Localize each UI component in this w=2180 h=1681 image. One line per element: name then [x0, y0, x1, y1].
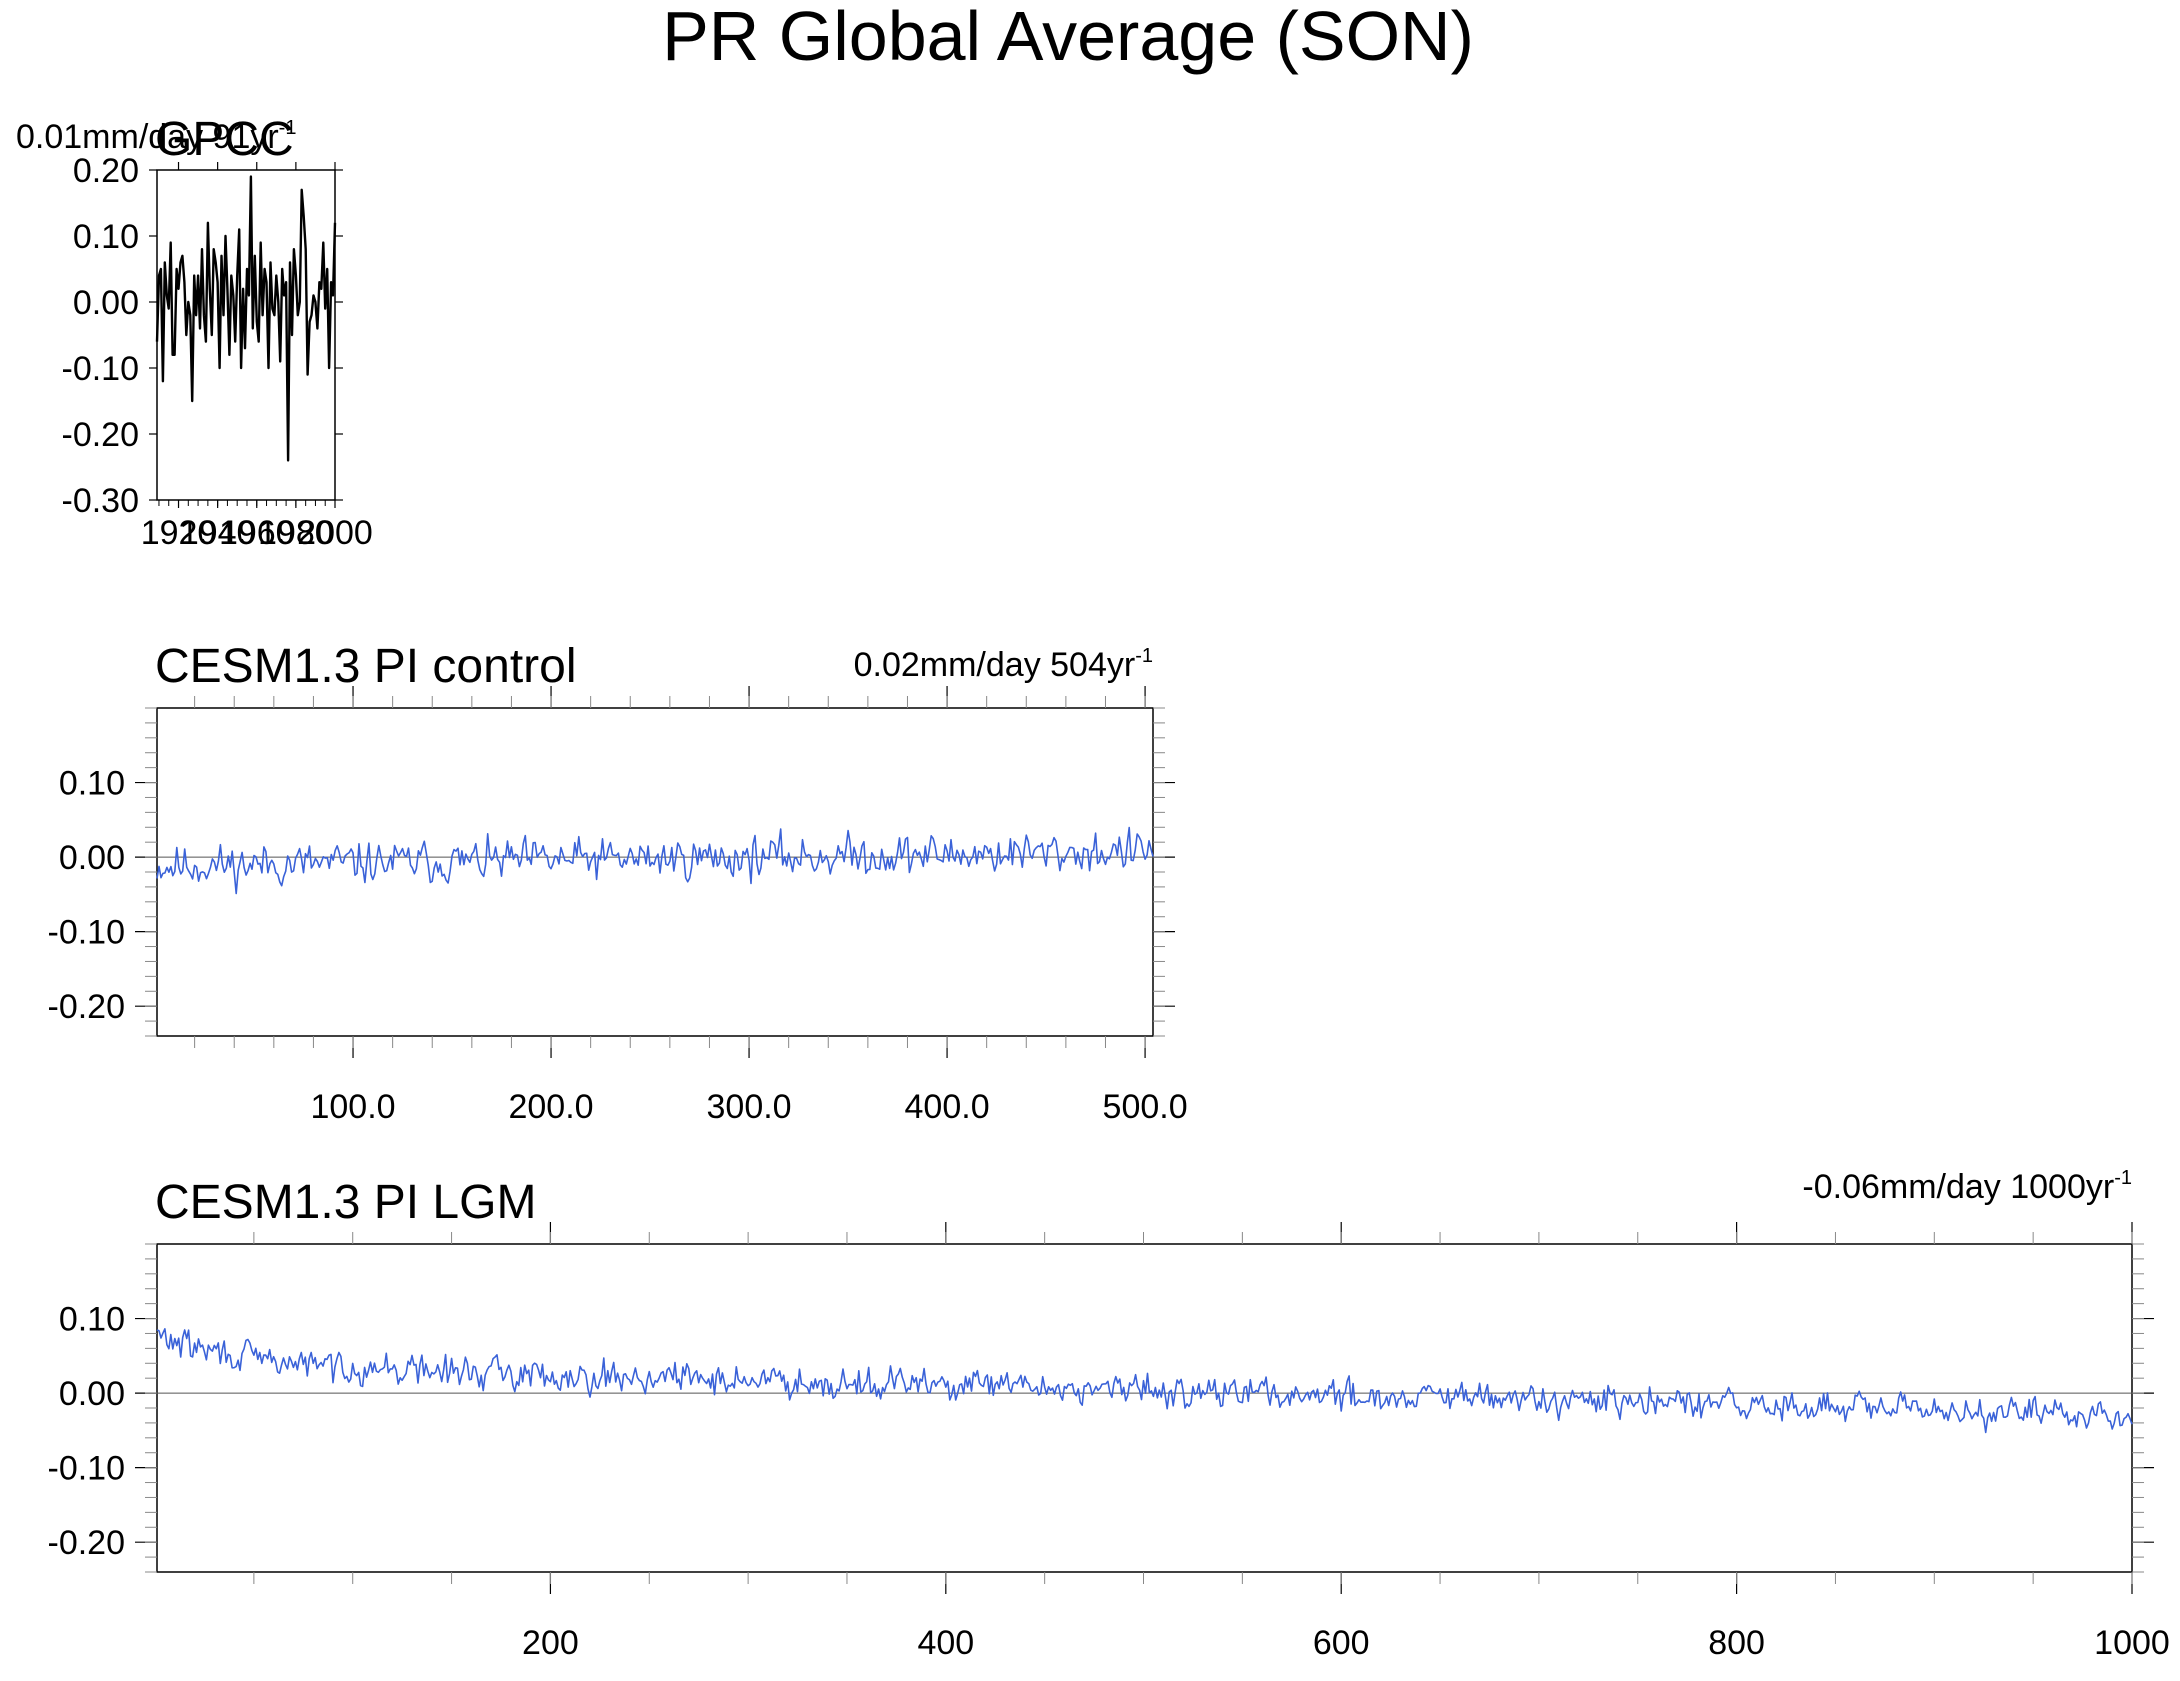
plot-frame [156, 707, 1154, 1037]
y-tick-label: -0.20 [48, 1524, 126, 1562]
series-line-1 [156, 826, 1154, 895]
page-title: PR Global Average (SON) [662, 0, 1474, 75]
x-tick-label: 400 [917, 1624, 974, 1662]
x-tick-label: 1960 [219, 514, 295, 552]
series-line-1 [156, 1328, 2133, 1434]
y-tick-label: -0.20 [62, 416, 140, 454]
x-tick-label: 1920 [141, 514, 217, 552]
plot-frame [156, 1243, 2133, 1573]
trend-superscript: -1 [279, 117, 297, 139]
x-tick-label: 800 [1708, 1624, 1765, 1662]
trend-superscript: -1 [2114, 1167, 2132, 1189]
x-tick-label: 1000 [2094, 1624, 2170, 1662]
series-line-1 [155, 175, 337, 462]
chart-panel-3: 0.10 0.00 -0.10 -0.20 200 400 600 800 1000 CESM1.… [48, 1167, 2170, 1662]
y-tick-label: 0.10 [59, 1301, 125, 1339]
trend-value: 0.02mm/day 504yr [854, 646, 1136, 684]
panel-title: GPCC [155, 113, 294, 166]
x-tick-label: 500.0 [1103, 1088, 1188, 1126]
trend-annotation: 0.01mm/day 91yr-1 [16, 117, 296, 156]
y-tick-label: 0.00 [73, 284, 139, 322]
y-tick-label: -0.10 [62, 350, 140, 388]
x-tick-label: 200.0 [508, 1088, 593, 1126]
trend-annotation: -0.06mm/day 1000yr-1 [1802, 1167, 2132, 1206]
trend-value: -0.06mm/day 1000yr [1802, 1168, 2114, 1206]
x-tick-label: 300.0 [707, 1088, 792, 1126]
trend-value: 0.01mm/day 91yr [16, 118, 279, 156]
y-tick-label: 0.00 [59, 839, 125, 877]
y-tick-label: -0.10 [48, 914, 126, 952]
chart-panel-2: 0.10 0.00 -0.10 -0.20 100.0 200.0 300.0 400.0 50… [48, 640, 1188, 1126]
panel-title: CESM1.3 PI control [155, 640, 577, 693]
trend-annotation: 0.02mm/day 504yr-1 [854, 645, 1153, 684]
y-tick-label: 0.10 [73, 218, 139, 256]
x-tick-label: 1940 [180, 514, 256, 552]
x-tick-label: 1980 [258, 514, 334, 552]
x-tick-label: 600 [1313, 1624, 1370, 1662]
y-tick-label: -0.20 [48, 988, 126, 1026]
x-tick-label: 2000 [297, 514, 373, 552]
x-tick-label: 200 [522, 1624, 579, 1662]
chart-panel-1: 0.20 0.10 0.00 -0.10 -0.20 -0.301920194019601… [16, 113, 373, 552]
trend-superscript: -1 [1135, 645, 1153, 667]
y-tick-label: 0.00 [59, 1375, 125, 1413]
y-tick-label: -0.30 [62, 482, 140, 520]
y-tick-label: 0.20 [73, 152, 139, 190]
y-tick-label: -0.10 [48, 1450, 126, 1488]
panel-title: CESM1.3 PI LGM [155, 1176, 536, 1229]
x-tick-label: 100.0 [310, 1088, 395, 1126]
x-tick-label: 400.0 [905, 1088, 990, 1126]
y-tick-label: 0.10 [59, 765, 125, 803]
